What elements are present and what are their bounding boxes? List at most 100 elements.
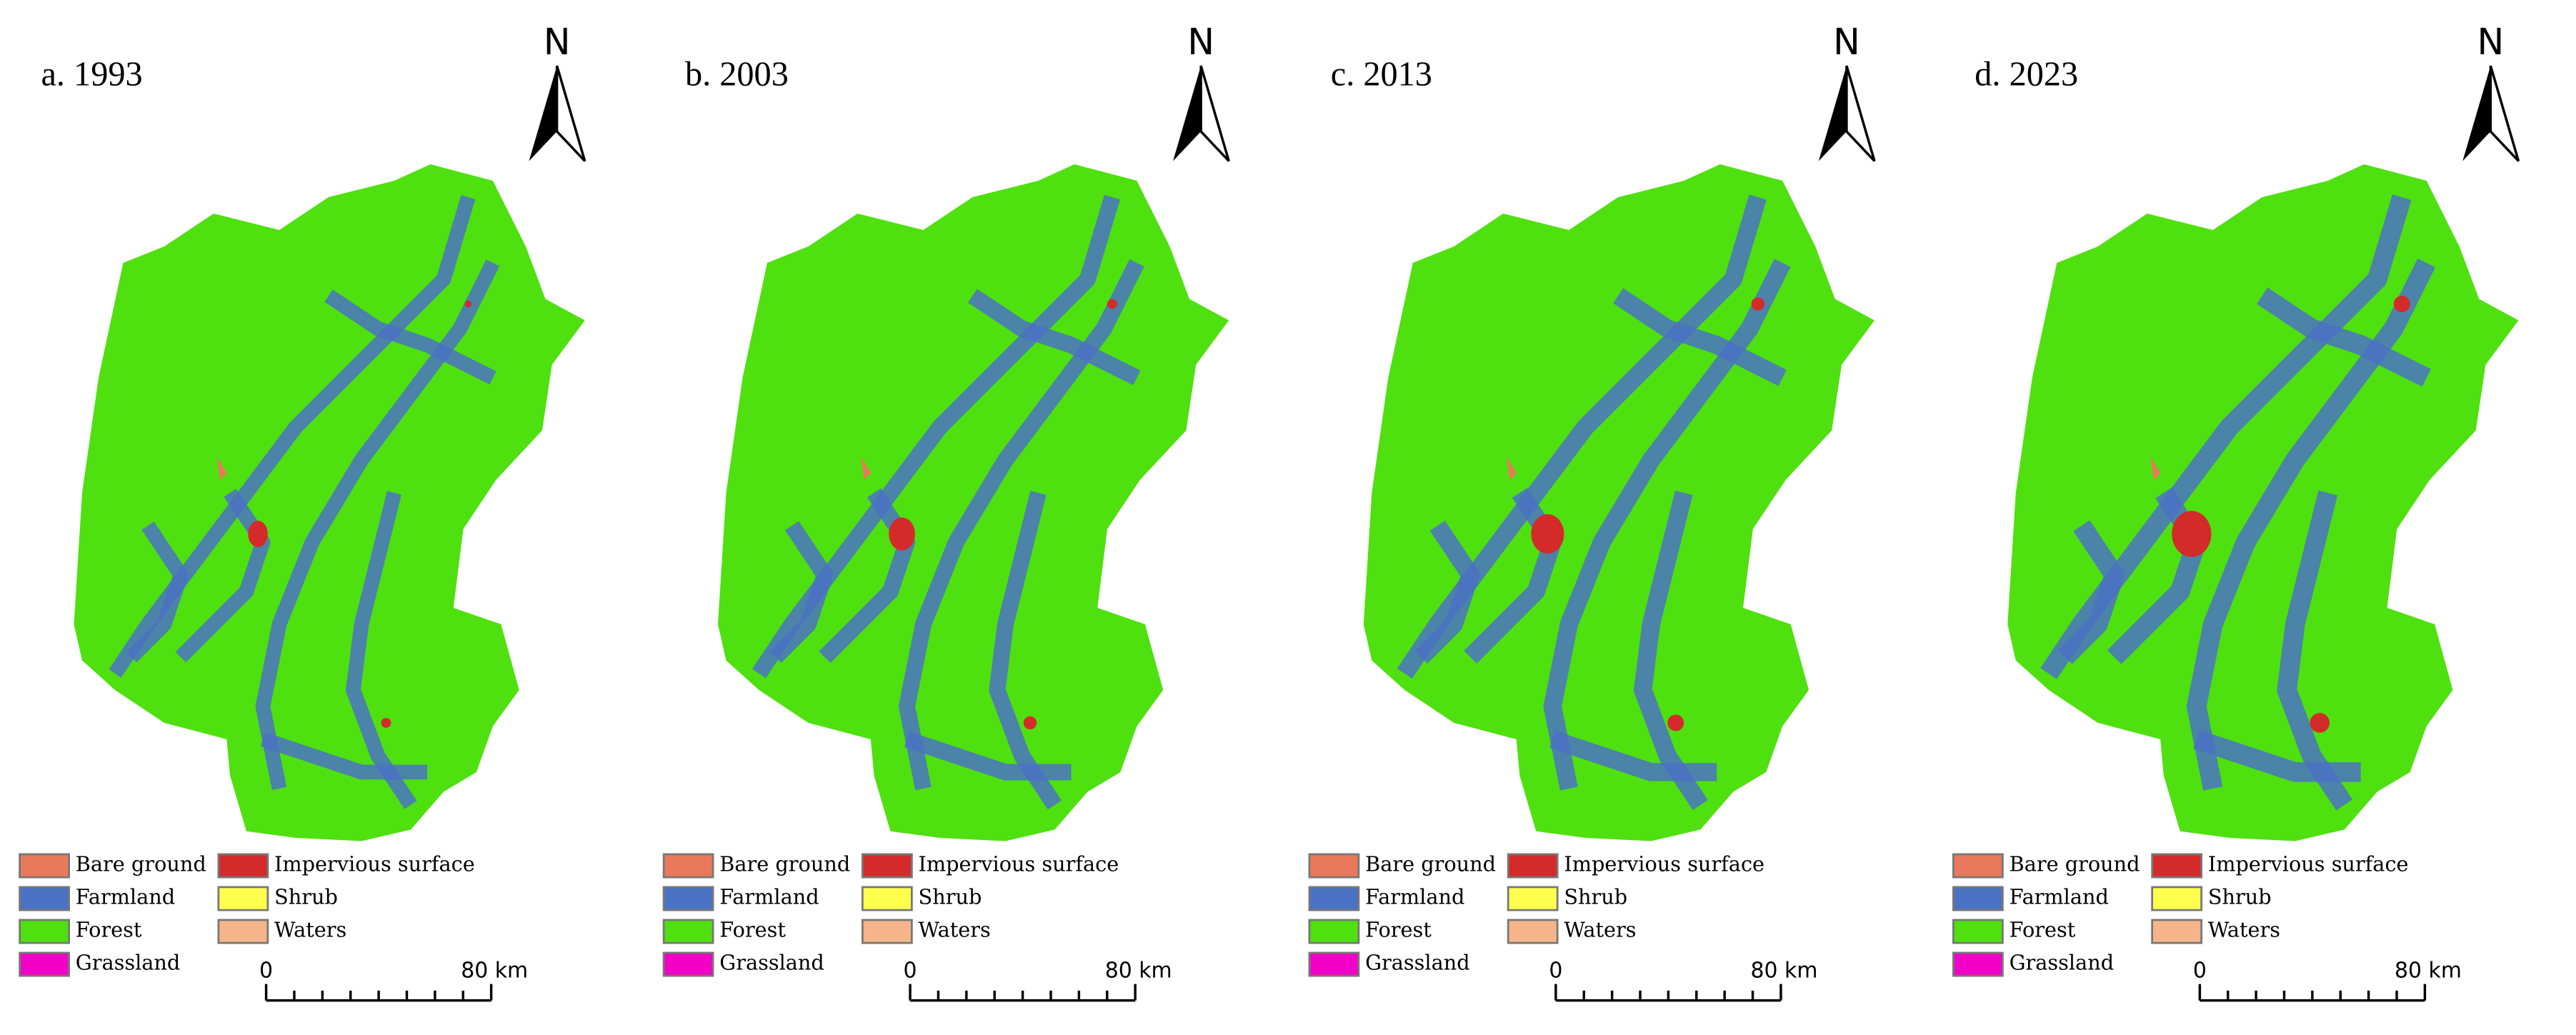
map-panel: a. 1993 N Bare ground Farmland Forest Grassla… xyxy=(19,21,586,1002)
farmland-patch xyxy=(126,521,189,663)
legend-swatch xyxy=(2151,853,2203,879)
north-arrow-right xyxy=(555,65,586,162)
legend-swatch xyxy=(1308,886,1360,911)
legend-label: Waters xyxy=(919,918,991,942)
legend-label: Waters xyxy=(274,918,346,942)
north-arrow-left xyxy=(1173,66,1202,161)
bare-patch xyxy=(861,456,871,480)
bare-patch xyxy=(1506,456,1517,480)
farmland-patch xyxy=(1414,520,1479,664)
legend-label: Farmland xyxy=(2010,885,2109,909)
legend-swatch xyxy=(1507,853,1559,879)
legend-swatch xyxy=(217,853,269,879)
farmland-patch xyxy=(769,521,833,664)
farmland-patch xyxy=(260,732,427,780)
scale-label: 0 xyxy=(259,958,273,983)
scale-label: 80 km xyxy=(1105,958,1172,983)
urban-core xyxy=(248,521,268,547)
legend-swatch xyxy=(662,919,714,944)
legend-label: Shrub xyxy=(2208,885,2272,909)
legend-swatch xyxy=(861,886,913,911)
north-arrow-right xyxy=(1199,65,1230,162)
map-panel: b. 2003 N Bare ground Farmland Forest Grassla… xyxy=(662,21,1230,1002)
north-label: N xyxy=(544,21,571,63)
legend-label: Grassland xyxy=(76,951,181,975)
legend-swatch xyxy=(1308,951,1360,977)
legend-label: Farmland xyxy=(719,885,819,909)
legend-label: Impervious surface xyxy=(274,852,475,876)
legend-label: Impervious surface xyxy=(2208,852,2409,876)
legend-swatch xyxy=(217,919,269,944)
panel-title: b. 2003 xyxy=(685,56,789,94)
scale-label: 0 xyxy=(904,958,917,983)
farmland-patch xyxy=(324,289,496,385)
north-arrow-right xyxy=(2489,65,2520,162)
legend-label: Shrub xyxy=(274,885,338,909)
legend-label: Farmland xyxy=(1365,885,1464,909)
map-panel: c. 2013 N Bare ground Farmland Forest Grassla… xyxy=(1308,21,1876,1002)
farmland-patch xyxy=(1543,259,1791,791)
scale-label: 0 xyxy=(1549,958,1562,983)
legend-swatch xyxy=(19,853,70,879)
panel-title: c. 2013 xyxy=(1331,56,1432,94)
legend-swatch xyxy=(2151,919,2203,944)
north-label: N xyxy=(1187,21,1214,63)
panel-title: d. 2023 xyxy=(1975,56,2078,94)
north-arrow-left xyxy=(2462,66,2491,161)
legend-label: Forest xyxy=(2010,918,2076,942)
urban-core xyxy=(889,517,915,551)
north-arrow-right xyxy=(1845,65,1876,162)
legend-label: Impervious surface xyxy=(919,852,1119,876)
farmland-patch xyxy=(898,259,1144,791)
legend-swatch xyxy=(861,853,913,879)
legend-swatch xyxy=(1507,886,1559,911)
urban-spot xyxy=(1751,297,1764,311)
scale-label: 80 km xyxy=(461,958,528,983)
legend-label: Forest xyxy=(719,918,786,942)
scale-label: 80 km xyxy=(1751,958,1818,983)
urban-spot xyxy=(1023,716,1037,730)
legend-label: Forest xyxy=(1365,918,1432,942)
legend-label: Bare ground xyxy=(1365,852,1496,876)
scale-label: 0 xyxy=(2193,958,2207,983)
legend-label: Bare ground xyxy=(76,852,206,876)
urban-spot xyxy=(464,300,472,308)
legend-label: Shrub xyxy=(1564,885,1627,909)
farmland-patch xyxy=(255,259,500,790)
legend-swatch xyxy=(1952,853,2004,879)
legend-swatch xyxy=(861,919,913,944)
legend-swatch xyxy=(1308,853,1360,879)
farmland-patch xyxy=(2186,258,2436,791)
legend-label: Grassland xyxy=(719,951,824,975)
legend-swatch xyxy=(662,853,714,879)
urban-spot xyxy=(1107,299,1117,309)
legend-label: Grassland xyxy=(1365,951,1470,975)
urban-spot xyxy=(381,718,391,728)
panel-title: a. 1993 xyxy=(41,56,142,94)
north-arrow-left xyxy=(1818,66,1847,161)
legend-swatch xyxy=(662,886,714,911)
legend-swatch xyxy=(662,951,714,977)
legend-swatch xyxy=(1952,951,2004,977)
legend-swatch xyxy=(1507,919,1559,944)
legend-label: Forest xyxy=(76,918,142,942)
legend-swatch xyxy=(2151,886,2203,911)
farmland-patch xyxy=(904,731,1072,781)
bare-patch xyxy=(2150,456,2161,480)
legend-swatch xyxy=(19,886,70,911)
legend-label: Farmland xyxy=(76,885,175,909)
north-arrow-left xyxy=(529,66,557,161)
legend-label: Shrub xyxy=(919,885,982,909)
urban-spot xyxy=(2310,713,2330,733)
legend-swatch xyxy=(217,886,269,911)
urban-core xyxy=(2172,511,2212,557)
legend-swatch xyxy=(1952,919,2004,944)
farmland-patch xyxy=(346,491,417,809)
north-label: N xyxy=(2477,21,2504,63)
farmland-patch xyxy=(1613,288,1787,386)
legend-swatch xyxy=(19,919,70,944)
legend-label: Waters xyxy=(2208,918,2280,942)
urban-spot xyxy=(2393,296,2410,313)
